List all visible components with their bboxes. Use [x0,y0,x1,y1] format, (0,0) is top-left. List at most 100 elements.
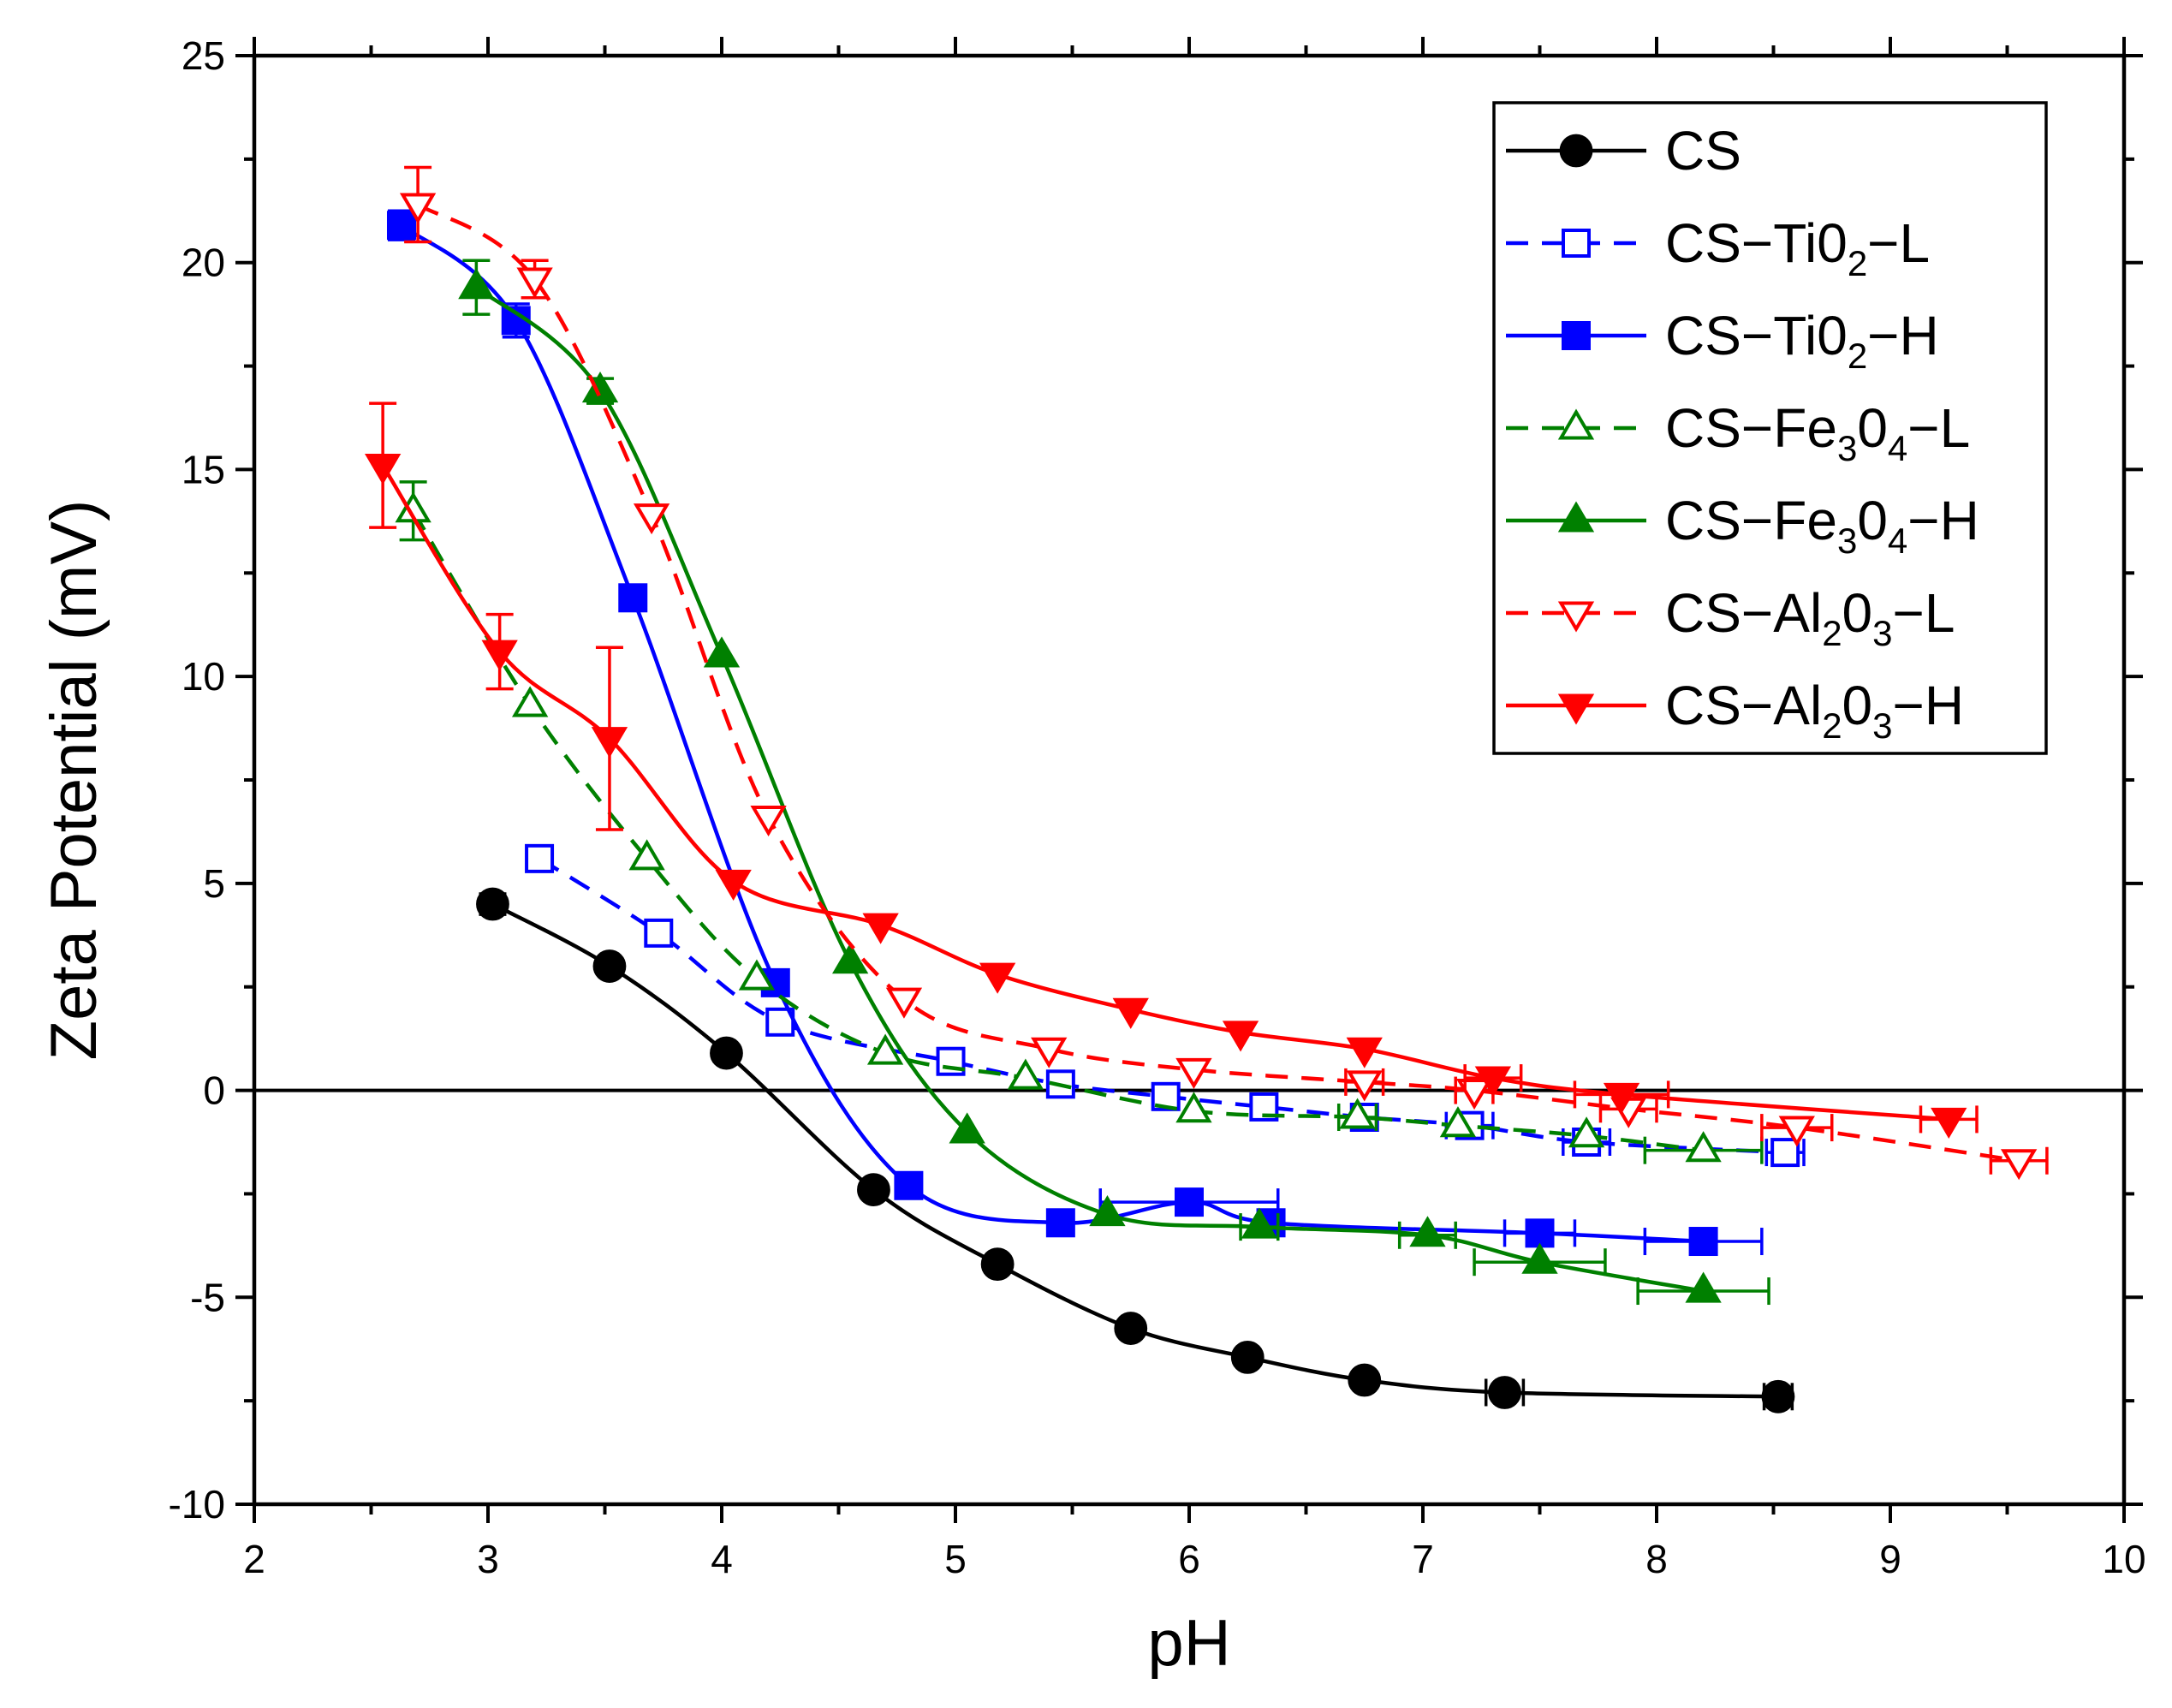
legend-item-CS-Fe3O4-H: CS−Fe304−H [1506,490,1979,561]
legend-item-CS-Ti02-H: CS−Ti02−H [1506,305,1939,376]
data-point [1114,1312,1148,1345]
data-point [592,949,627,983]
legend-marker [1557,693,1595,725]
series-line [416,203,2020,1163]
data-point [476,887,509,921]
series-line [381,464,1949,1122]
legend-marker [1559,134,1593,168]
data-point [581,372,619,403]
data-point [1175,1057,1212,1089]
data-point [481,640,518,671]
data-point [458,268,495,300]
data-point [511,686,549,717]
data-point [2000,1149,2038,1181]
data-point [1175,1187,1204,1217]
data-point [628,839,665,871]
data-point [738,959,776,991]
legend-label: CS [1665,120,1741,182]
data-point [1685,1271,1722,1303]
data-point [525,843,555,873]
data-point [1045,1208,1075,1238]
y-tick-label: 20 [181,241,225,285]
x-tick-label: 2 [243,1537,265,1581]
y-axis-title: Zeta Potential (mV) [38,500,110,1061]
x-tick-label: 5 [944,1537,967,1581]
data-point [862,913,899,944]
data-point [1007,1058,1044,1090]
data-point [894,1170,924,1200]
data-point [1521,1242,1558,1274]
data-point [1603,1082,1640,1114]
x-tick-label: 4 [711,1537,733,1581]
series-line [538,856,1786,1155]
data-point [1031,1037,1068,1068]
axes-layer: 2 3 4 5 6 7 8 9 10 -10 -5 0 5 10 15 20 25 [169,33,2146,1581]
data-point [1568,1116,1605,1148]
data-point [386,211,416,241]
x-tick-label: 7 [1412,1537,1434,1581]
series-line [491,902,1779,1399]
data-point [399,193,437,224]
data-point [1409,1216,1446,1247]
legend-label: CS−Al203−H [1665,675,1964,746]
data-point [1222,1021,1259,1052]
data-point [715,869,752,901]
data-point [644,918,674,948]
y-tick-label: 10 [181,654,225,699]
legend-item-CS-Al2O3-H: CS−Al203−H [1506,675,1964,746]
data-point [1112,997,1149,1029]
legend-label: CS−Fe304−L [1665,397,1970,468]
data-point [1241,1207,1278,1239]
legend-item-CS-Fe3O4-L: CS−Fe304−L [1506,397,1970,468]
legend-marker [1562,321,1591,350]
x-tick-label: 3 [477,1537,499,1581]
x-tick-label: 9 [1879,1537,1901,1581]
data-point [1778,1116,1815,1147]
data-point [1685,1131,1722,1163]
data-point [857,1173,890,1206]
data-point [750,805,787,837]
legend-marker [1562,229,1591,258]
x-tick-label: 10 [2102,1537,2145,1581]
legend-label: CS−Fe304−H [1665,490,1979,561]
data-point [633,503,670,535]
data-point [1346,1037,1383,1068]
data-point [710,1036,743,1070]
series-layer [254,165,2124,1413]
data-point [1175,1092,1212,1123]
data-point [1931,1107,1967,1139]
data-point [866,1033,904,1065]
data-point [1455,1079,1493,1110]
legend-marker [1557,501,1595,533]
data-point [831,943,869,974]
y-tick-label: -10 [169,1482,225,1526]
data-point [618,583,648,613]
y-tick-label: 15 [181,447,225,491]
legend-label: CS−Ti02−L [1665,212,1930,283]
y-tick-label: 5 [203,861,225,906]
data-point [1346,1070,1383,1102]
data-point [980,1247,1015,1282]
y-tick-label: -5 [190,1275,225,1319]
data-point [1688,1227,1718,1257]
series-CS-Fe3O4-L [395,480,1764,1164]
data-point [1348,1363,1382,1397]
series-CS [476,887,1795,1413]
legend-marker [1557,601,1595,633]
data-point [1525,1218,1555,1248]
series-line [411,509,1704,1152]
data-point [1230,1340,1265,1374]
data-point [1770,1138,1800,1168]
data-point [949,1112,985,1144]
data-point [364,454,402,485]
x-tick-label: 8 [1645,1537,1668,1581]
data-point [1488,1376,1521,1409]
legend-label: CS−Al203−L [1665,582,1955,653]
legend-item-CS: CS [1506,120,1741,182]
x-axis-title: pH [1147,1607,1230,1680]
data-point [591,727,628,759]
legend-label: CS−Ti02−H [1665,305,1939,376]
data-point [703,636,741,668]
y-tick-label: 25 [181,33,225,78]
